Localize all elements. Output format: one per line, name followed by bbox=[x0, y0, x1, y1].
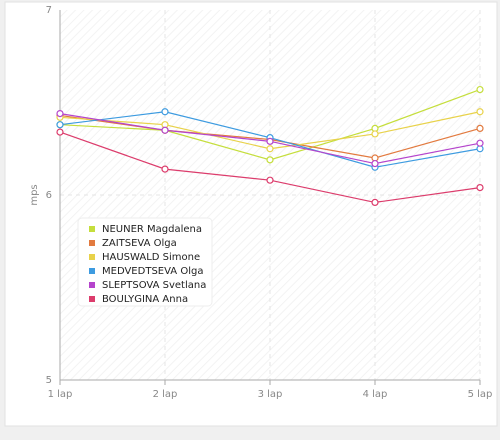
y-axis-label: mps bbox=[29, 184, 40, 205]
x-tick-label: 1 lap bbox=[48, 389, 73, 400]
legend-label: ZAITSEVA Olga bbox=[102, 238, 177, 249]
x-tick-label: 3 lap bbox=[258, 389, 283, 400]
legend-label: HAUSWALD Simone bbox=[102, 252, 200, 263]
point bbox=[161, 108, 169, 116]
point bbox=[266, 137, 274, 145]
point bbox=[56, 109, 64, 118]
legend-swatch bbox=[89, 282, 95, 288]
point bbox=[371, 130, 379, 138]
legend-swatch bbox=[89, 268, 95, 274]
legend-box bbox=[77, 217, 213, 307]
legend-swatch bbox=[89, 254, 95, 260]
legend-label: BOULYGINA Anna bbox=[102, 294, 188, 305]
legend: NEUNER Magdalena ZAITSEVA Olga HAUSWALD Si… bbox=[77, 217, 213, 307]
point bbox=[371, 198, 379, 206]
legend-label: SLEPTSOVA Svetlana bbox=[102, 280, 206, 291]
legend-swatch bbox=[89, 226, 95, 232]
legend-label: NEUNER Magdalena bbox=[102, 224, 202, 235]
point bbox=[371, 159, 379, 168]
legend-label: MEDVEDTSEVA Olga bbox=[102, 266, 203, 277]
point bbox=[56, 121, 64, 129]
point bbox=[266, 145, 274, 153]
x-tick-label: 5 lap bbox=[468, 389, 493, 400]
point bbox=[161, 165, 169, 173]
y-tick-label: 6 bbox=[46, 190, 52, 201]
point bbox=[476, 184, 484, 192]
point bbox=[161, 126, 169, 134]
y-tick-label: 5 bbox=[46, 375, 52, 386]
y-tick-label: 7 bbox=[46, 5, 52, 16]
legend-swatch bbox=[89, 296, 95, 302]
point bbox=[266, 176, 274, 184]
legend-swatch bbox=[89, 240, 95, 246]
point bbox=[476, 124, 484, 132]
point bbox=[56, 128, 64, 136]
point bbox=[476, 85, 484, 94]
point bbox=[476, 108, 484, 116]
point bbox=[476, 139, 484, 147]
x-tick-label: 2 lap bbox=[153, 389, 178, 400]
point bbox=[266, 156, 274, 164]
x-tick-label: 4 lap bbox=[363, 389, 388, 400]
